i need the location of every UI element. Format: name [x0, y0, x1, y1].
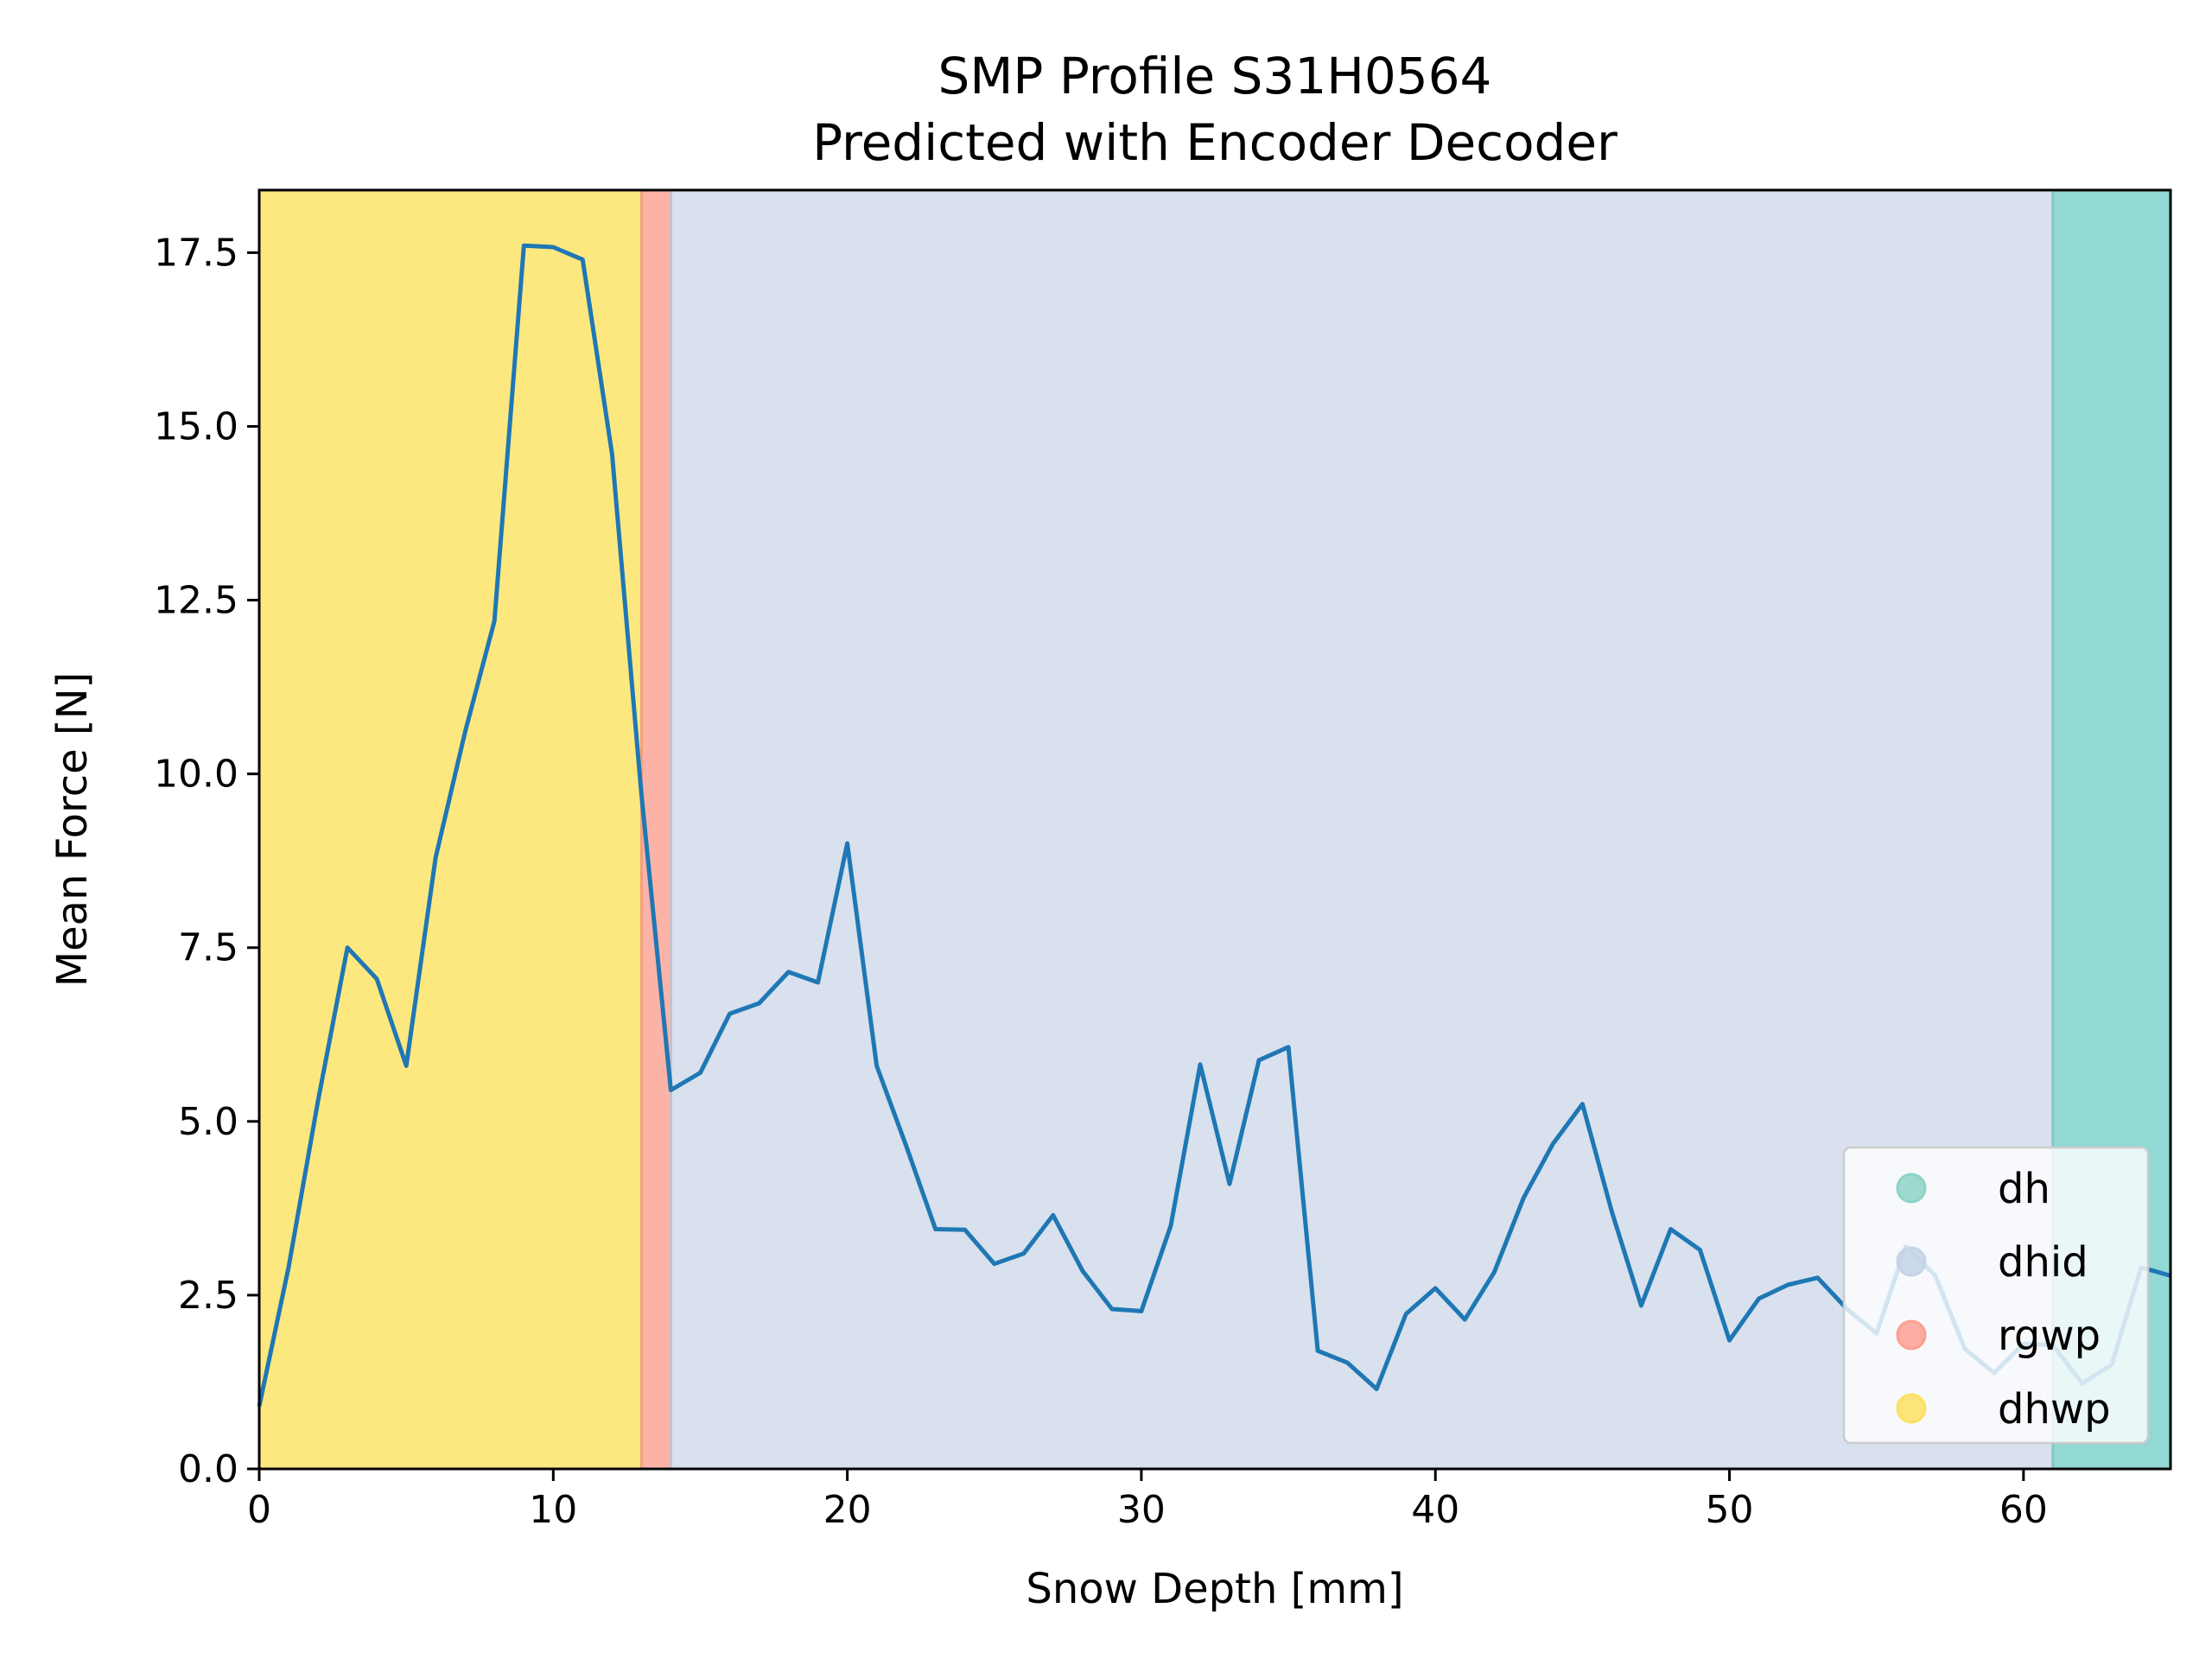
legend-label-dh: dh — [1998, 1165, 2050, 1213]
x-axis-ticks: 0 10 20 30 40 50 60 — [247, 1469, 2048, 1532]
y-tick-label: 15.0 — [154, 404, 238, 448]
x-axis-label: Snow Depth [mm] — [1026, 1565, 1403, 1613]
x-tick-label: 10 — [529, 1488, 577, 1532]
y-tick-label: 2.5 — [178, 1274, 238, 1318]
legend-label-dhwp: dhwp — [1998, 1385, 2111, 1433]
x-tick-label: 20 — [823, 1488, 872, 1532]
legend: dh dhid rgwp dhwp — [1842, 1146, 2150, 1445]
legend-marker-rgwp — [1896, 1319, 1927, 1351]
legend-marker-dhwp — [1896, 1393, 1927, 1424]
y-tick-label: 12.5 — [154, 579, 238, 623]
y-tick-label: 10.0 — [154, 753, 238, 797]
region-dhid — [671, 190, 2053, 1469]
x-tick-label: 60 — [1999, 1488, 2048, 1532]
legend-marker-dh — [1896, 1173, 1927, 1204]
y-tick-label: 17.5 — [154, 231, 238, 275]
x-tick-label: 40 — [1411, 1488, 1459, 1532]
y-axis-label: Mean Force [N] — [48, 672, 97, 988]
plot-frame — [257, 188, 2172, 1471]
x-tick-label: 0 — [247, 1488, 271, 1532]
legend-marker-dhid — [1896, 1246, 1927, 1277]
legend-label-rgwp: rgwp — [1998, 1312, 2101, 1360]
legend-box — [1842, 1146, 2150, 1445]
region-dhwp — [259, 190, 642, 1469]
x-tick-label: 50 — [1706, 1488, 1754, 1532]
y-tick-label: 0.0 — [178, 1447, 238, 1491]
y-tick-label: 5.0 — [178, 1100, 238, 1144]
y-axis-ticks: 0.0 2.5 5.0 7.5 10.0 12.5 15.0 17.5 — [154, 231, 259, 1491]
legend-label-dhid: dhid — [1998, 1238, 2088, 1287]
chart-title: SMP Profile S31H0564 — [938, 47, 1492, 105]
x-tick-label: 30 — [1117, 1488, 1166, 1532]
chart-subtitle: Predicted with Encoder Decoder — [812, 113, 1618, 172]
y-tick-label: 7.5 — [178, 926, 238, 970]
